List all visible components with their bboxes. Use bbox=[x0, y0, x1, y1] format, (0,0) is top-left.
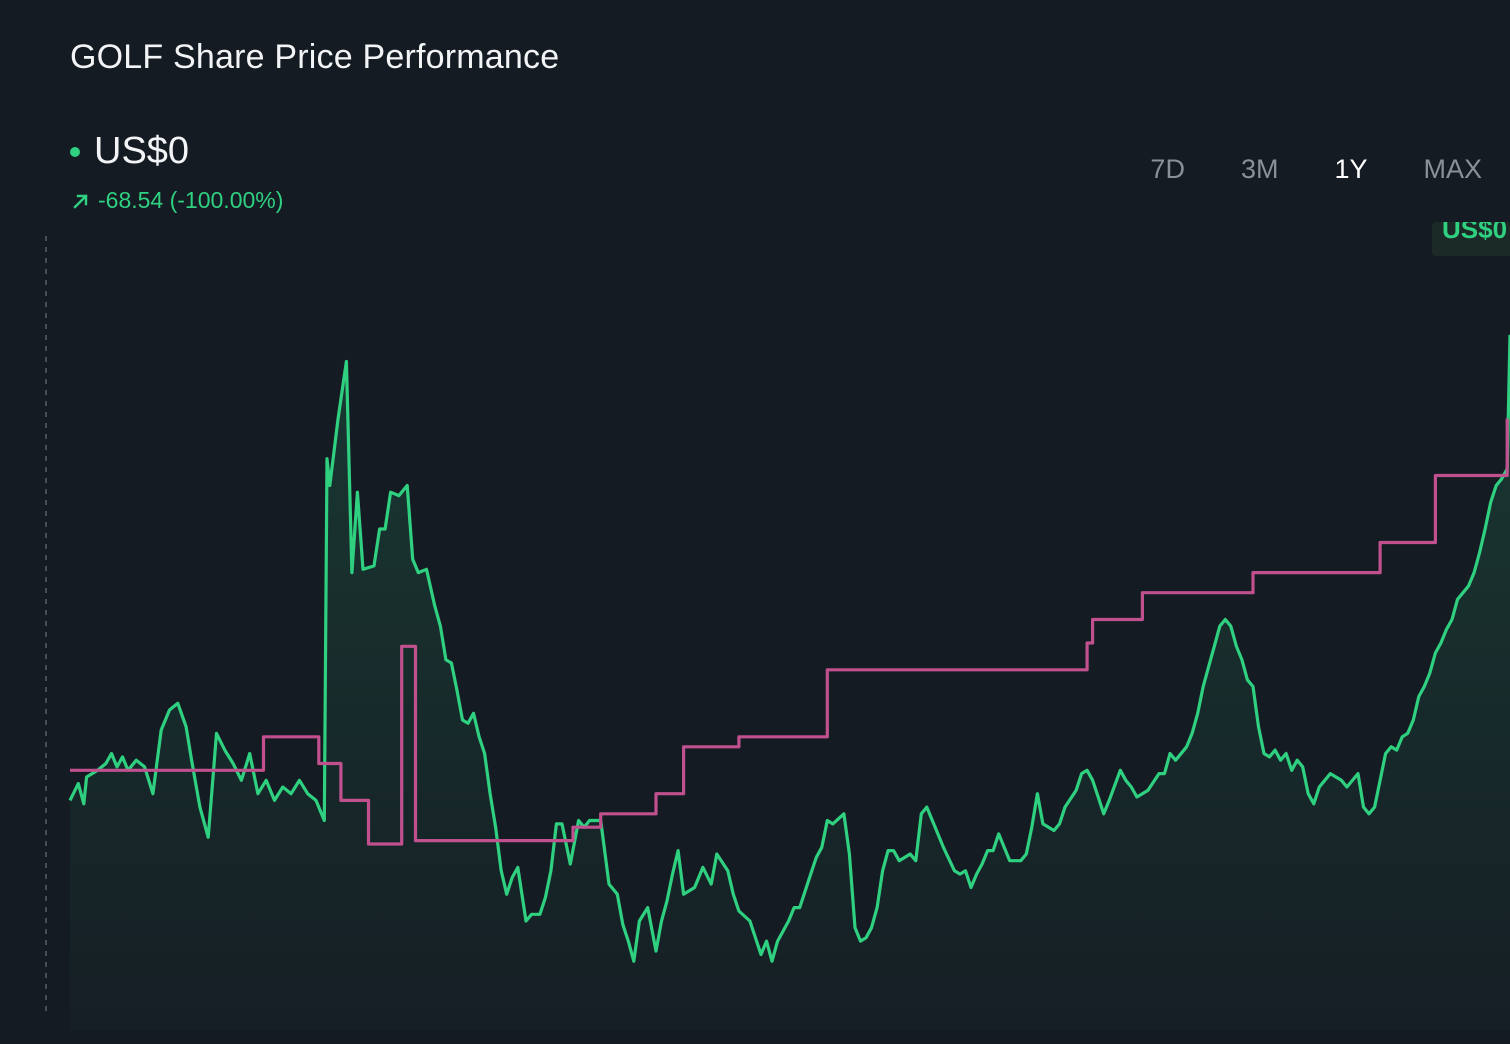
price-change-row: -68.54 (-100.00%) bbox=[72, 187, 283, 214]
arrow-up-right-icon bbox=[73, 193, 88, 209]
live-dot-icon bbox=[70, 146, 80, 157]
range-tab-7d[interactable]: 7D bbox=[1150, 154, 1185, 184]
range-tab-max[interactable]: MAX bbox=[1423, 154, 1482, 184]
end-price-label-text: US$0 bbox=[1442, 222, 1508, 244]
range-tab-3m[interactable]: 3M bbox=[1240, 154, 1279, 184]
end-price-label: US$0 bbox=[1432, 222, 1510, 256]
page-title: GOLF Share Price Performance bbox=[70, 38, 560, 76]
current-price-row: US$0 bbox=[70, 130, 189, 173]
current-price: US$0 bbox=[94, 130, 190, 172]
range-tab-1y[interactable]: 1Y bbox=[1334, 154, 1368, 184]
price-series-line bbox=[68, 334, 1510, 963]
price-area bbox=[70, 334, 1510, 1030]
benchmark-series-line bbox=[70, 418, 1509, 846]
time-range-tabs: 7D 3M 1Y MAX bbox=[1122, 154, 1482, 185]
price-change: -68.54 (-100.00%) bbox=[98, 187, 284, 213]
